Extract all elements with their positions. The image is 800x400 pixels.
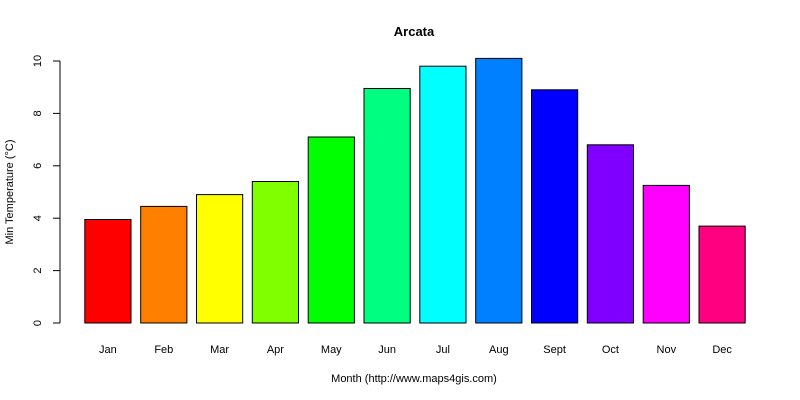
x-tick-label-may: May [321,344,342,356]
bar-mar [196,194,244,324]
bar-apr [251,181,300,324]
x-tick-label-apr: Apr [267,344,284,356]
bar-may [307,136,355,324]
bar-oct [586,144,634,324]
x-tick-label-nov: Nov [657,344,677,356]
bar-dec [698,225,746,324]
x-axis-label: Month (http://www.maps4gis.com) [331,373,497,385]
y-tick-label-4: 4 [32,215,44,221]
x-tick-labels: Jan Feb Mar Apr May Jun Jul Aug Sept Oct Nov Dec [99,344,732,356]
y-tick-label-6: 6 [32,163,44,169]
x-tick-label-jan: Jan [99,344,117,356]
x-tick-label-aug: Aug [489,344,509,356]
chart-title: Arcata [394,24,435,39]
bar-jun [363,88,411,324]
y-tick-label-10: 10 [32,55,44,67]
bar-jan [84,219,132,324]
y-tick-label-2: 2 [32,268,44,274]
y-tick-label-0: 0 [32,320,44,326]
y-axis: 0 2 4 6 8 10 [32,55,61,326]
bars [84,57,746,324]
y-tick-label-8: 8 [32,110,44,116]
x-tick-label-feb: Feb [154,344,173,356]
bar-nov [642,184,690,324]
x-tick-label-jul: Jul [436,344,450,356]
y-axis-label: Min Temperature (°C) [4,139,16,244]
x-tick-label-oct: Oct [602,344,619,356]
x-tick-label-dec: Dec [712,344,732,356]
bar-aug [475,57,523,324]
bar-feb [140,205,188,324]
x-tick-label-mar: Mar [210,344,229,356]
x-tick-label-jun: Jun [378,344,396,356]
bar-sept [531,89,579,324]
bar-jul [419,65,467,324]
x-tick-label-sept: Sept [543,344,566,356]
